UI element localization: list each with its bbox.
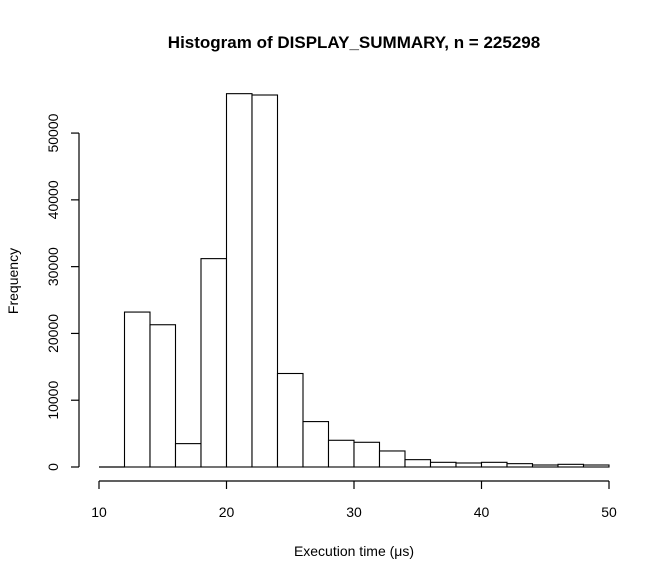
- histogram-bar-19: [582, 464, 610, 468]
- x-tick-label-0: 10: [91, 504, 107, 520]
- x-tick-label-3: 40: [474, 504, 490, 520]
- histogram-bar-7: [276, 372, 304, 468]
- y-tick-label-3: 30000: [45, 247, 61, 286]
- histogram-bar-1: [123, 311, 151, 468]
- y-tick-label-0: 0: [45, 463, 61, 471]
- bars-group: [99, 93, 610, 468]
- x-axis-label: Execution time (μs): [294, 543, 414, 559]
- histogram-bar-17: [531, 464, 559, 468]
- x-tick-label-1: 20: [219, 504, 235, 520]
- histogram-bar-16: [506, 463, 534, 468]
- y-tick-label-5: 50000: [45, 113, 61, 152]
- histogram-bar-2: [149, 324, 177, 468]
- y-tick-label-4: 40000: [45, 180, 61, 219]
- x-tick-label-2: 30: [346, 504, 362, 520]
- y-tick-label-2: 20000: [45, 314, 61, 353]
- x-axis: 10 20 30 40 50: [91, 480, 617, 520]
- histogram-bar-9: [327, 439, 355, 468]
- y-tick-label-1: 10000: [45, 381, 61, 420]
- histogram-bar-15: [480, 461, 508, 468]
- x-tick-label-4: 50: [601, 504, 617, 520]
- histogram-bar-12: [404, 459, 432, 468]
- histogram-bar-3: [174, 443, 202, 468]
- chart-title: Histogram of DISPLAY_SUMMARY, n = 225298: [168, 33, 540, 52]
- histogram-bar-14: [455, 462, 483, 468]
- histogram-bar-6: [251, 94, 279, 468]
- y-axis-label: Frequency: [5, 248, 21, 314]
- histogram-bar-18: [557, 463, 585, 468]
- histogram-bar-5: [225, 93, 253, 468]
- histogram-bar-11: [378, 450, 406, 468]
- histogram-bar-13: [429, 461, 457, 468]
- histogram-bar-4: [200, 258, 228, 468]
- y-axis: 0 10000 20000 30000 40000 50000: [45, 113, 80, 471]
- histogram-bar-8: [302, 421, 330, 468]
- histogram-bar-10: [353, 441, 381, 468]
